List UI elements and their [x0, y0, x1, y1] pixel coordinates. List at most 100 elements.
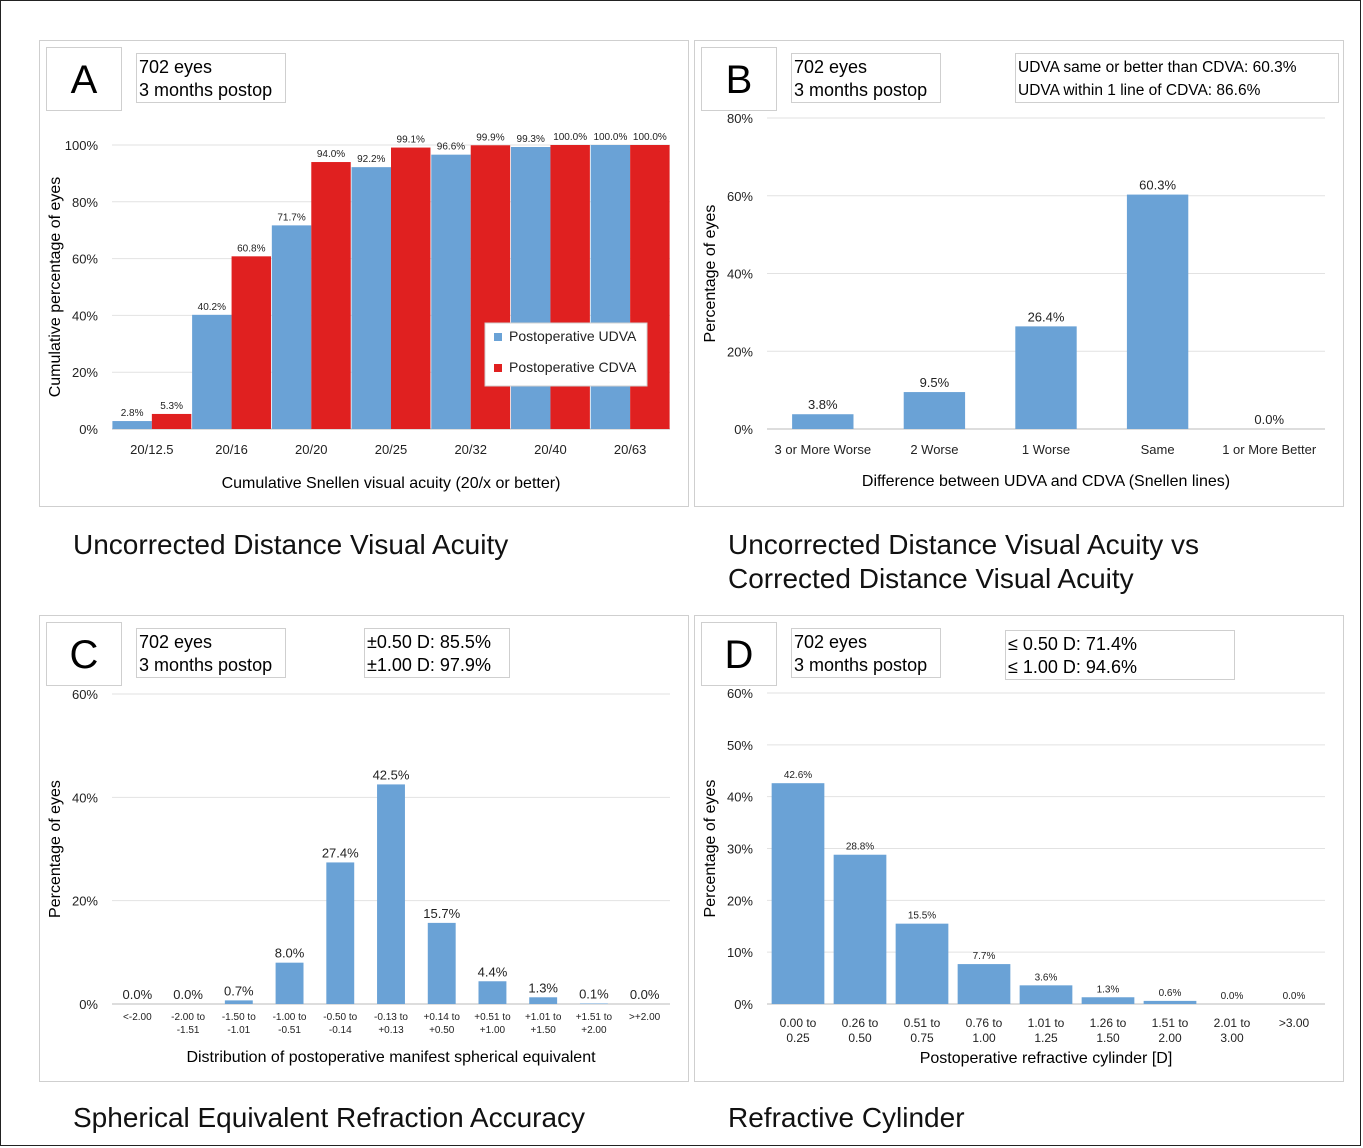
caption-d: Refractive Cylinder [728, 1101, 965, 1135]
x-tick-label: >+2.00 [629, 1012, 661, 1023]
x-tick-label: +0.13 [378, 1025, 404, 1036]
x-tick-label: 2 Worse [910, 442, 958, 457]
data-label: 92.2% [357, 154, 385, 165]
x-tick-label: >3.00 [1279, 1016, 1310, 1030]
x-axis-title: Postoperative refractive cylinder [D] [920, 1050, 1173, 1067]
legend-swatch [494, 364, 502, 372]
x-tick-label: 0.76 to [966, 1016, 1003, 1030]
bar [151, 413, 192, 429]
caption-d-text: Refractive Cylinder [728, 1102, 965, 1133]
bar [895, 923, 949, 1004]
x-tick-label: 1.50 [1096, 1031, 1120, 1045]
x-tick-label: 20/12.5 [130, 442, 173, 457]
bar [1143, 1000, 1197, 1004]
bar [112, 421, 152, 429]
panel-letter: D [701, 622, 777, 686]
data-label: 5.3% [160, 401, 183, 412]
x-tick-label: +1.01 to [525, 1012, 562, 1023]
data-label: 60.8% [237, 243, 265, 254]
stats-box: ≤ 0.50 D: 71.4% ≤ 1.00 D: 94.6% [1005, 630, 1235, 680]
info-box: 702 eyes 3 months postop [136, 628, 286, 678]
bar [271, 225, 312, 429]
panel-letter: C [46, 622, 122, 686]
data-label: 0.7% [224, 983, 254, 998]
y-tick-label: 60% [727, 686, 753, 701]
info-line-postop: 3 months postop [139, 655, 273, 675]
bar [510, 146, 551, 429]
x-tick-label: +0.50 [429, 1025, 455, 1036]
y-tick-label: 0% [79, 422, 98, 437]
stats-box: ±0.50 D: 85.5% ±1.00 D: 97.9% [364, 628, 510, 678]
stats-line-100: ±1.00 D: 97.9% [367, 655, 491, 675]
bar [771, 783, 825, 1004]
data-label: 15.7% [423, 906, 460, 921]
data-label: 99.9% [476, 132, 504, 143]
data-label: 2.8% [121, 408, 144, 419]
x-tick-label: 0.51 to [904, 1016, 941, 1030]
y-axis-title: Percentage of eyes [702, 780, 719, 918]
data-label: 96.6% [437, 142, 465, 153]
bar [1019, 985, 1073, 1004]
data-label: 15.5% [908, 911, 936, 922]
x-axis-title: Difference between UDVA and CDVA (Snelle… [862, 473, 1230, 490]
x-tick-label: 3.00 [1220, 1031, 1244, 1045]
bar [833, 854, 887, 1004]
info-box: 702 eyes 3 months postop [791, 628, 941, 678]
x-tick-label: -1.50 to [222, 1012, 256, 1023]
data-label: 42.5% [373, 767, 410, 782]
y-tick-label: 20% [72, 894, 98, 909]
y-tick-label: 50% [727, 738, 753, 753]
caption-b-text: Uncorrected Distance Visual Acuity vs Co… [728, 529, 1200, 594]
bar [275, 962, 304, 1004]
data-label: 100.0% [553, 132, 587, 143]
x-tick-label: -0.51 [278, 1025, 301, 1036]
x-tick-label: -1.00 to [273, 1012, 307, 1023]
chart-b-svg: 0% 20% 40% 60% 80% 3.8% 9.5% 26.4% 60.3% 0.0% 3 or… [702, 111, 1325, 490]
y-tick-label: 0% [734, 422, 753, 437]
legend-label: Postoperative CDVA [509, 359, 637, 375]
data-label: 8.0% [275, 946, 305, 961]
bar [326, 862, 355, 1004]
x-tick-label: 1 Worse [1022, 442, 1070, 457]
x-tick-label: 20/25 [375, 442, 408, 457]
x-tick-label: 1.25 [1034, 1031, 1058, 1045]
x-tick-label: 3 or More Worse [775, 442, 872, 457]
y-tick-label: 80% [72, 195, 98, 210]
info-box: 702 eyes 3 months postop [791, 53, 941, 103]
data-label: 99.3% [517, 134, 545, 145]
info-line-eyes: 702 eyes [794, 57, 868, 77]
data-label: 7.7% [973, 951, 996, 962]
x-tick-label: +0.51 to [474, 1012, 511, 1023]
caption-a: Uncorrected Distance Visual Acuity [73, 528, 508, 562]
x-tick-label: 20/63 [614, 442, 647, 457]
data-label: 26.4% [1028, 309, 1065, 324]
bar [579, 1003, 608, 1004]
data-label: 0.0% [173, 987, 203, 1002]
legend-box [484, 322, 648, 387]
data-label: 71.7% [277, 212, 305, 223]
panel-d: D 702 eyes 3 months postop ≤ 0.50 D: 71.… [694, 615, 1344, 1082]
y-tick-label: 40% [727, 790, 753, 805]
x-tick-label: 2.01 to [1214, 1016, 1251, 1030]
bar [478, 981, 507, 1004]
y-tick-label: 20% [72, 365, 98, 380]
stats-line-100: ≤ 1.00 D: 94.6% [1008, 657, 1137, 677]
panel-letter: A [46, 47, 122, 111]
info-box: 702 eyes 3 months postop [136, 53, 286, 103]
bar [351, 167, 391, 429]
y-tick-label: 10% [727, 945, 753, 960]
data-label: 94.0% [317, 149, 345, 160]
data-label: 3.8% [808, 397, 838, 412]
data-label: 0.0% [1221, 991, 1244, 1002]
bar [231, 256, 272, 429]
data-label: 42.6% [784, 770, 812, 781]
y-tick-label: 80% [727, 111, 753, 126]
info-line-eyes: 702 eyes [794, 632, 868, 652]
info-line-eyes: 702 eyes [139, 57, 213, 77]
x-axis-title: Distribution of postoperative manifest s… [186, 1049, 596, 1066]
x-tick-label: 2.00 [1158, 1031, 1182, 1045]
x-tick-label: 0.00 to [780, 1016, 817, 1030]
stats-line-050: ±0.50 D: 85.5% [367, 632, 491, 652]
x-tick-label: 1.26 to [1090, 1016, 1127, 1030]
